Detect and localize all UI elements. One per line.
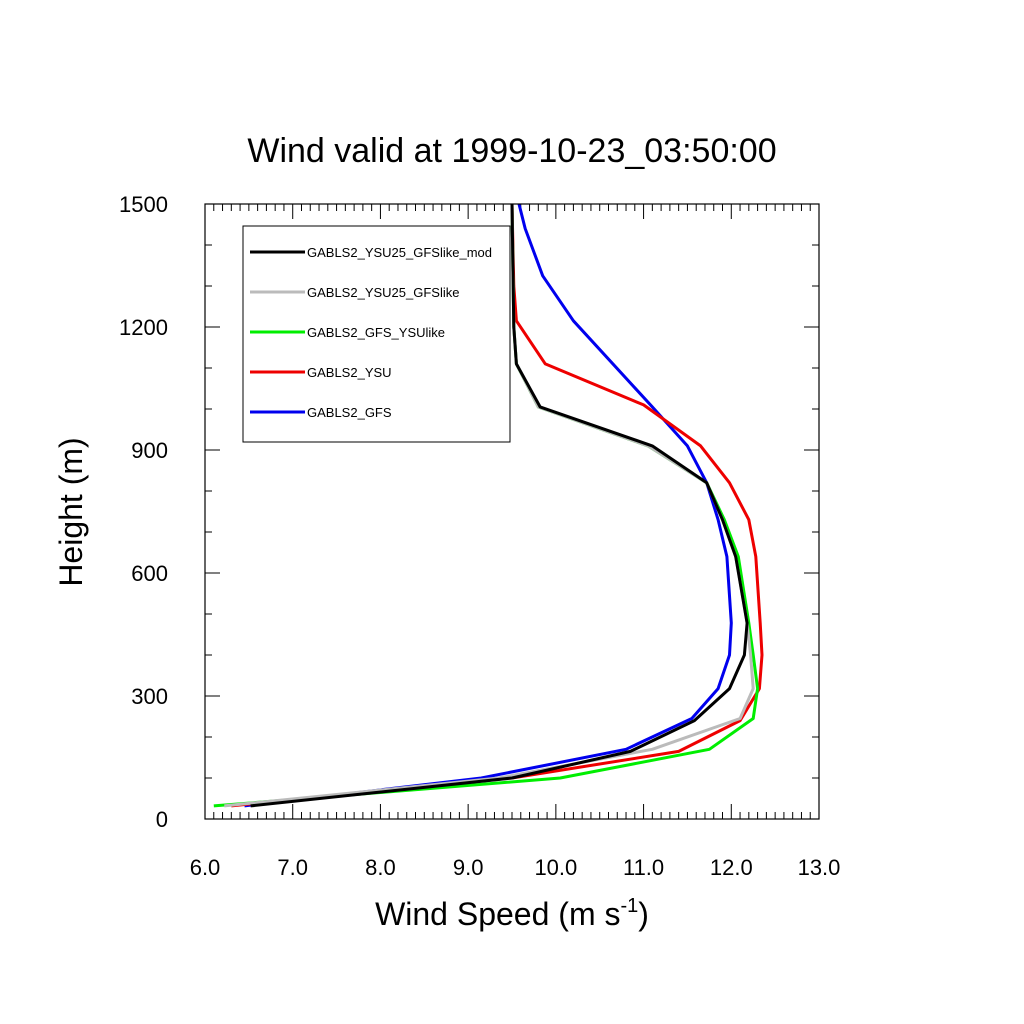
y-tick-label: 300 bbox=[131, 684, 168, 709]
tick-labels: 6.0 7.0 8.0 9.0 10.0 11.0 12.0 13.0 0 300 600 900 12… bbox=[119, 192, 840, 880]
series-line-gabls2-ysu bbox=[231, 203, 764, 808]
legend-label: GABLS2_YSU25_GFSlike bbox=[307, 285, 459, 300]
x-axis-label-tail: ) bbox=[638, 896, 649, 932]
legend-item: GABLS2_YSU25_GFSlike_mod bbox=[250, 245, 492, 260]
y-tick-label: 0 bbox=[156, 807, 168, 832]
legend-item: GABLS2_YSU25_GFSlike bbox=[250, 285, 459, 300]
x-axis-label-exponent: -1 bbox=[620, 895, 638, 917]
series-line-gabls2-ysu25-gfslike-mod bbox=[250, 203, 749, 808]
y-tick-label: 1500 bbox=[119, 192, 168, 217]
legend-item: GABLS2_GFS bbox=[250, 405, 392, 420]
x-tick-label: 7.0 bbox=[277, 855, 308, 880]
legend-items: GABLS2_YSU25_GFSlike_mod GABLS2_YSU25_GFS… bbox=[250, 245, 492, 420]
series-line-gabls2-gfs bbox=[244, 203, 733, 808]
x-tick-label: 8.0 bbox=[365, 855, 396, 880]
y-axis-label: Height (m) bbox=[53, 437, 89, 586]
legend: GABLS2_YSU25_GFSlike_mod GABLS2_YSU25_GFS… bbox=[242, 225, 511, 443]
y-tick-label: 900 bbox=[131, 438, 168, 463]
x-tick-label: 10.0 bbox=[534, 855, 577, 880]
x-tick-label: 13.0 bbox=[798, 855, 841, 880]
x-tick-label: 9.0 bbox=[453, 855, 484, 880]
x-tick-label: 6.0 bbox=[190, 855, 221, 880]
legend-label: GABLS2_GFS_YSUlike bbox=[307, 325, 445, 340]
legend-label: GABLS2_GFS bbox=[307, 405, 392, 420]
x-tick-label: 11.0 bbox=[623, 855, 664, 880]
legend-item: GABLS2_YSU bbox=[250, 365, 392, 380]
x-tick-label: 12.0 bbox=[710, 855, 753, 880]
x-axis-label: Wind Speed (m s-1) bbox=[375, 895, 649, 932]
series-lines bbox=[213, 203, 764, 808]
legend-label: GABLS2_YSU25_GFSlike_mod bbox=[307, 245, 492, 260]
x-axis-label-main: Wind Speed (m s bbox=[375, 896, 620, 932]
legend-label: GABLS2_YSU bbox=[307, 365, 392, 380]
chart-title: Wind valid at 1999-10-23_03:50:00 bbox=[247, 132, 776, 170]
y-tick-label: 600 bbox=[131, 561, 168, 586]
legend-item: GABLS2_GFS_YSUlike bbox=[250, 325, 445, 340]
plot-frame bbox=[204, 203, 820, 820]
y-tick-label: 1200 bbox=[119, 315, 168, 340]
legend-box bbox=[242, 225, 511, 443]
